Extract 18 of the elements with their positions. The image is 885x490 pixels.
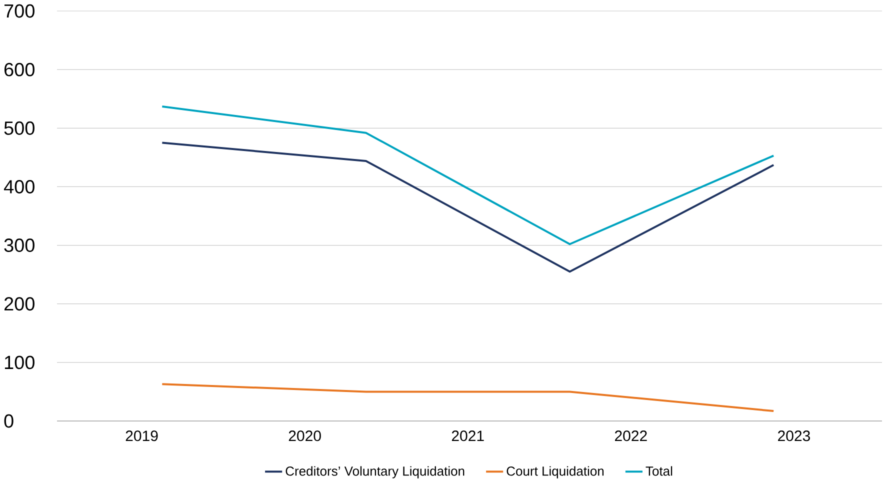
x-tick-label: 2021 — [452, 430, 484, 442]
y-tick-label: 700 — [4, 4, 34, 18]
line-series — [161, 142, 775, 273]
x-tick-label: 2022 — [614, 430, 647, 442]
y-tick-label: 500 — [4, 121, 34, 135]
line-series — [161, 105, 775, 246]
y-tick-label: 100 — [4, 356, 34, 370]
legend-label: Creditors’ Voluntary Liquidation — [286, 466, 464, 478]
y-tick-label: 200 — [4, 297, 34, 311]
legend-label: Court Liquidation — [506, 466, 604, 478]
y-tick-label: 300 — [4, 238, 34, 252]
x-tick-label: 2020 — [288, 430, 321, 442]
legend-label: Total — [646, 466, 672, 476]
y-tick-label: 600 — [4, 62, 34, 76]
x-tick-label: 2019 — [126, 430, 158, 442]
y-tick-label: 400 — [4, 180, 34, 194]
y-tick-label: 0 — [4, 414, 14, 428]
x-tick-label: 2023 — [778, 430, 810, 442]
